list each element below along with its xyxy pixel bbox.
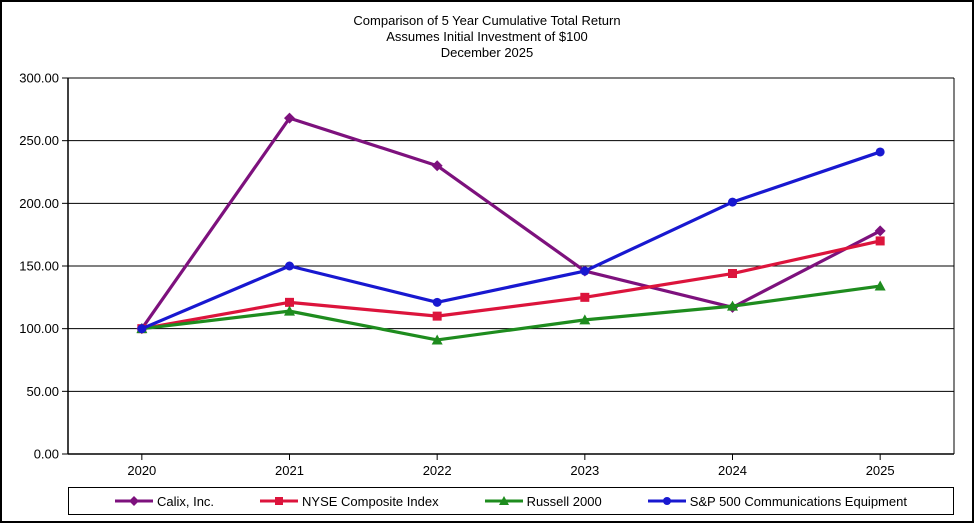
y-tick-label: 250.00 [19,133,59,148]
legend-label: NYSE Composite Index [302,493,439,509]
legend-marker-square-icon [260,497,299,505]
data-point-square [432,311,442,321]
data-point-square [285,297,294,307]
series-line-diamond [140,116,882,331]
chart-title: Comparison of 5 Year Cumulative Total Re… [2,13,972,61]
data-point-diamond [874,225,886,237]
chart-title-line-2: Assumes Initial Investment of $100 [386,29,588,44]
data-point-circle [728,197,737,207]
x-tick-label: 2020 [127,463,156,478]
data-point-triangle [284,305,295,316]
data-point-circle [432,297,442,307]
legend-marker-triangle-icon [484,496,523,505]
y-tick-label: 50.00 [26,384,59,399]
data-point-diamond [284,112,295,124]
legend-item: NYSE Composite Index [260,494,439,509]
y-tick-label: 200.00 [19,196,59,211]
legend-item: S&P 500 Communications Equipment [647,493,907,509]
x-tick-label: 2021 [275,463,304,478]
data-point-circle [580,266,590,276]
series-line-triangle [140,284,882,342]
legend-label: S&P 500 Communications Equipment [689,493,907,509]
data-point-triangle [579,314,591,325]
legend-box: Calix, Inc. NYSE Composite Index Russell 2… [68,487,954,515]
y-tick-label: 150.00 [19,259,59,274]
data-point-circle [285,261,294,271]
x-tick-label: 2022 [423,463,452,478]
data-point-circle [875,147,885,157]
legend-label: Russell 2000 [526,493,602,509]
y-tick-label: 300.00 [19,71,59,86]
data-point-square [728,269,737,279]
data-point-circle [137,324,147,334]
legend-label: Calix, Inc. [156,493,215,509]
y-tick-label: 0.00 [34,447,59,462]
series-line-square [140,239,882,331]
x-tick-label: 2025 [866,463,895,478]
y-tick-label: 100.00 [19,321,59,336]
data-point-square [580,292,590,302]
legend-marker-diamond-icon [114,496,153,506]
data-point-diamond [431,160,443,172]
chart-title-line-1: Comparison of 5 Year Cumulative Total Re… [353,13,621,28]
legend-marker-circle-icon [647,497,686,505]
legend-item: Russell 2000 [484,493,602,509]
data-point-square [875,236,885,246]
chart-title-line-3: December 2025 [440,45,534,60]
data-point-triangle [431,334,443,345]
data-point-triangle [727,300,738,311]
data-point-triangle [874,280,886,291]
series-line-circle [140,150,882,331]
legend-item: Calix, Inc. [114,493,215,509]
x-tick-label: 2023 [570,463,599,478]
x-tick-label: 2024 [718,463,747,478]
